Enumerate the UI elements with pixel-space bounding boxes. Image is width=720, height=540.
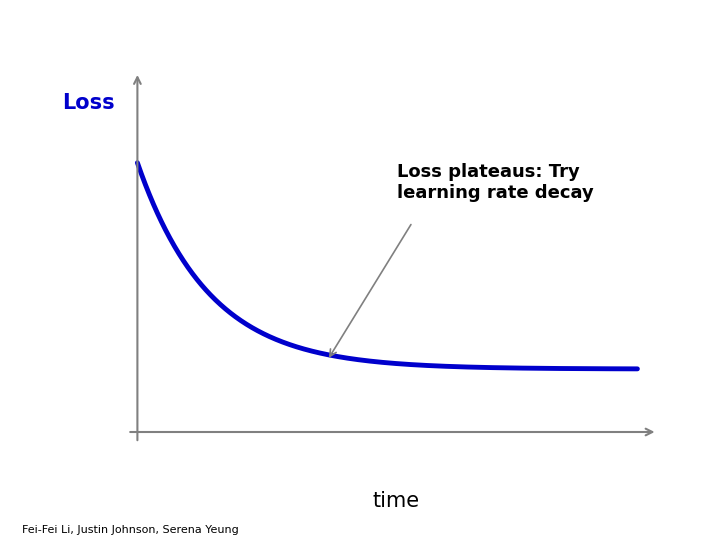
- Text: Fei-Fei Li, Justin Johnson, Serena Yeung: Fei-Fei Li, Justin Johnson, Serena Yeung: [22, 524, 238, 535]
- Text: Loss plateaus: Try
learning rate decay: Loss plateaus: Try learning rate decay: [397, 163, 594, 201]
- Text: Loss: Loss: [63, 93, 115, 113]
- Text: time: time: [372, 491, 420, 511]
